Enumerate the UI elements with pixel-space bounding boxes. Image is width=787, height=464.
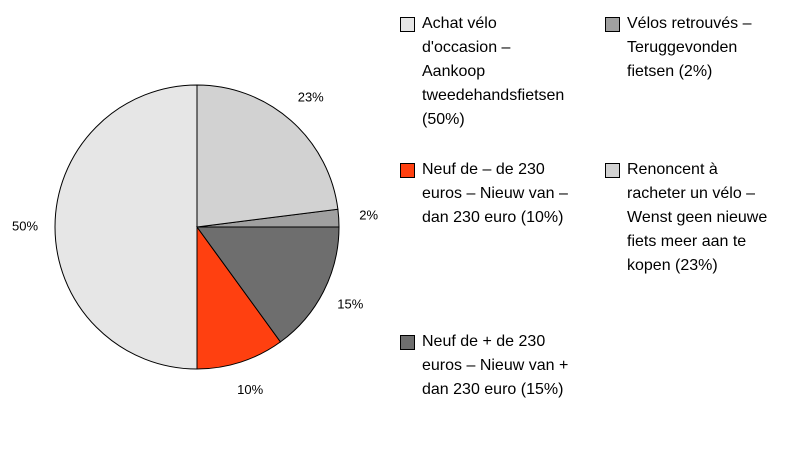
pie-slice	[54, 84, 198, 370]
legend-item: Renoncent à racheter un vélo – Wenst gee…	[605, 158, 777, 278]
legend-label: Renoncent à racheter un vélo – Wenst gee…	[627, 161, 768, 274]
legend-label: Neuf de + de 230 euros – Nieuw van + dan…	[422, 333, 569, 398]
legend-label: Achat vélo d'occasion – Aankoop tweedeha…	[422, 15, 565, 128]
legend-swatch	[400, 17, 415, 32]
pie-slice	[196, 226, 340, 343]
slice-label: 15%	[337, 297, 363, 312]
legend-item: Neuf de – de 230 euros – Nieuw van – dan…	[400, 158, 572, 230]
legend-label: Neuf de – de 230 euros – Nieuw van – dan…	[422, 161, 568, 226]
slice-label: 2%	[359, 208, 378, 223]
legend-item: Vélos retrouvés – Teruggevonden fietsen …	[605, 12, 777, 84]
pie-slice	[196, 84, 339, 228]
legend-swatch	[605, 163, 620, 178]
slice-label: 10%	[237, 382, 263, 397]
legend-item: Neuf de + de 230 euros – Nieuw van + dan…	[400, 330, 572, 402]
legend-label: Vélos retrouvés – Teruggevonden fietsen …	[627, 15, 752, 80]
pie-chart: 50% 10% 15% 2% 23%	[12, 84, 378, 397]
slice-label: 23%	[298, 89, 324, 104]
pie-slice	[196, 225, 282, 370]
slice-label: 50%	[12, 218, 38, 233]
legend-swatch	[605, 17, 620, 32]
legend-item: Achat vélo d'occasion – Aankoop tweedeha…	[400, 12, 572, 132]
legend-swatch	[400, 163, 415, 178]
legend-swatch	[400, 335, 415, 350]
